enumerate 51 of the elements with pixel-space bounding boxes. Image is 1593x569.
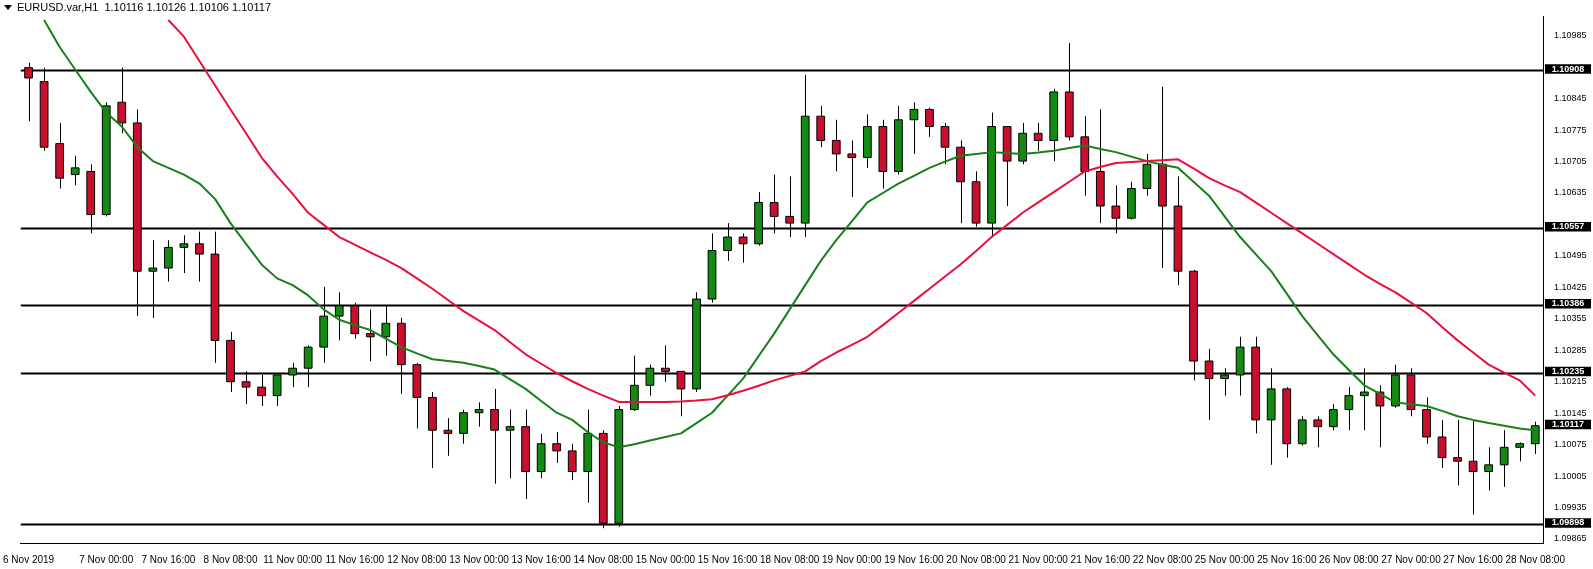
- ref-line-label: 1.10908: [1551, 63, 1585, 74]
- y-tick-label: 1.10845: [1554, 93, 1587, 104]
- y-tick-label: 1.10425: [1554, 281, 1587, 292]
- x-tick-label: 20 Nov 08:00: [946, 553, 1007, 565]
- x-tick-label: 15 Nov 16:00: [697, 553, 758, 565]
- x-tick-label: 13 Nov 00:00: [449, 553, 510, 565]
- x-tick-label: 25 Nov 00:00: [1194, 553, 1255, 565]
- x-tick-label: 12 Nov 08:00: [387, 553, 448, 565]
- y-tick-label: 1.10005: [1554, 470, 1587, 481]
- y-tick-label: 1.10285: [1554, 344, 1587, 355]
- x-tick-label: 21 Nov 16:00: [1070, 553, 1131, 565]
- y-tick-label: 1.10985: [1554, 30, 1587, 41]
- candlestick: [195, 231, 204, 283]
- y-tick-label: 1.10495: [1554, 250, 1587, 261]
- chart-title: EURUSD.var,H1 1.10116 1.10126 1.10106 1.10117: [17, 1, 271, 13]
- candlestick: [459, 409, 468, 445]
- ref-line-label: 1.10386: [1551, 298, 1585, 309]
- x-tick-label: 28 Nov 08:00: [1505, 553, 1566, 565]
- y-tick-label: 1.09865: [1554, 533, 1587, 544]
- text: 1.10117: [1551, 419, 1585, 430]
- x-tick-label: 25 Nov 16:00: [1256, 553, 1317, 565]
- x-tick-label: 27 Nov 16:00: [1443, 553, 1504, 565]
- x-tick-label: 7 Nov 16:00: [141, 553, 196, 565]
- x-tick-label: 21 Nov 00:00: [1008, 553, 1069, 565]
- y-tick-label: 1.09935: [1554, 501, 1587, 512]
- x-tick-label: 8 Nov 08:00: [203, 553, 258, 565]
- ref-line-label: 1.09898: [1551, 517, 1585, 528]
- y-tick-label: 1.10635: [1554, 187, 1587, 198]
- x-tick-label: 19 Nov 00:00: [822, 553, 882, 565]
- y-tick-label: 1.10705: [1554, 156, 1587, 167]
- x-tick-label: 6 Nov 2019: [3, 553, 55, 565]
- y-tick-label: 1.10775: [1554, 124, 1587, 135]
- x-tick-label: 18 Nov 08:00: [759, 553, 820, 565]
- x-tick-label: 26 Nov 08:00: [1319, 553, 1380, 565]
- candlestick: [490, 388, 499, 485]
- x-tick-label: 13 Nov 16:00: [511, 553, 572, 565]
- ref-line-label: 1.10557: [1551, 221, 1585, 232]
- x-tick-label: 27 Nov 00:00: [1381, 553, 1442, 565]
- x-tick-label: 14 Nov 08:00: [573, 553, 634, 565]
- x-tick-label: 7 Nov 00:00: [79, 553, 134, 565]
- x-tick-label: 11 Nov 00:00: [263, 553, 323, 565]
- y-tick-label: 1.10145: [1554, 407, 1587, 418]
- y-tick-label: 1.10215: [1554, 376, 1587, 387]
- ref-line-label: 1.10235: [1551, 366, 1585, 377]
- x-tick-label: 19 Nov 16:00: [884, 553, 945, 565]
- y-tick-label: 1.10075: [1554, 439, 1587, 450]
- x-tick-label: 15 Nov 00:00: [635, 553, 696, 565]
- candlestick: [1453, 419, 1462, 486]
- y-tick-label: 1.10355: [1554, 313, 1587, 324]
- x-tick-label: 22 Nov 08:00: [1132, 553, 1193, 565]
- x-tick-label: 11 Nov 16:00: [325, 553, 385, 565]
